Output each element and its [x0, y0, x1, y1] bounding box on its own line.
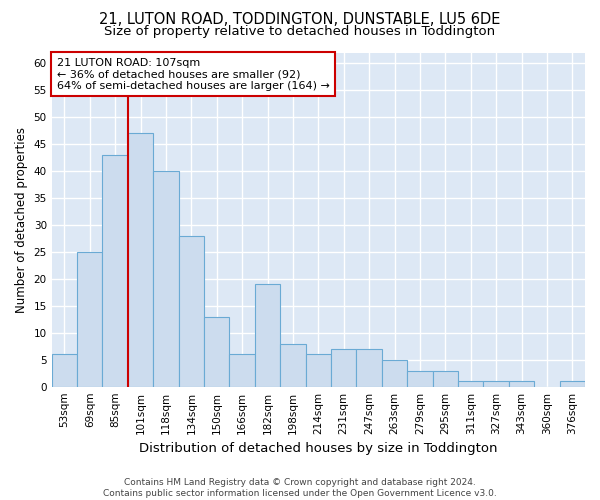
Bar: [229, 354, 255, 386]
Bar: [509, 382, 534, 386]
Text: 21, LUTON ROAD, TODDINGTON, DUNSTABLE, LU5 6DE: 21, LUTON ROAD, TODDINGTON, DUNSTABLE, L…: [100, 12, 500, 28]
Bar: [407, 370, 433, 386]
Bar: [52, 354, 77, 386]
Bar: [560, 382, 585, 386]
Bar: [280, 344, 305, 386]
Bar: [382, 360, 407, 386]
Bar: [103, 155, 128, 386]
Y-axis label: Number of detached properties: Number of detached properties: [15, 126, 28, 312]
Bar: [179, 236, 204, 386]
Bar: [255, 284, 280, 386]
Bar: [458, 382, 484, 386]
Text: 21 LUTON ROAD: 107sqm
← 36% of detached houses are smaller (92)
64% of semi-deta: 21 LUTON ROAD: 107sqm ← 36% of detached …: [57, 58, 330, 90]
Bar: [484, 382, 509, 386]
Text: Contains HM Land Registry data © Crown copyright and database right 2024.
Contai: Contains HM Land Registry data © Crown c…: [103, 478, 497, 498]
Bar: [204, 316, 229, 386]
Bar: [305, 354, 331, 386]
Bar: [433, 370, 458, 386]
Bar: [128, 134, 153, 386]
X-axis label: Distribution of detached houses by size in Toddington: Distribution of detached houses by size …: [139, 442, 497, 455]
Bar: [153, 171, 179, 386]
Bar: [77, 252, 103, 386]
Text: Size of property relative to detached houses in Toddington: Size of property relative to detached ho…: [104, 25, 496, 38]
Bar: [356, 349, 382, 387]
Bar: [331, 349, 356, 387]
